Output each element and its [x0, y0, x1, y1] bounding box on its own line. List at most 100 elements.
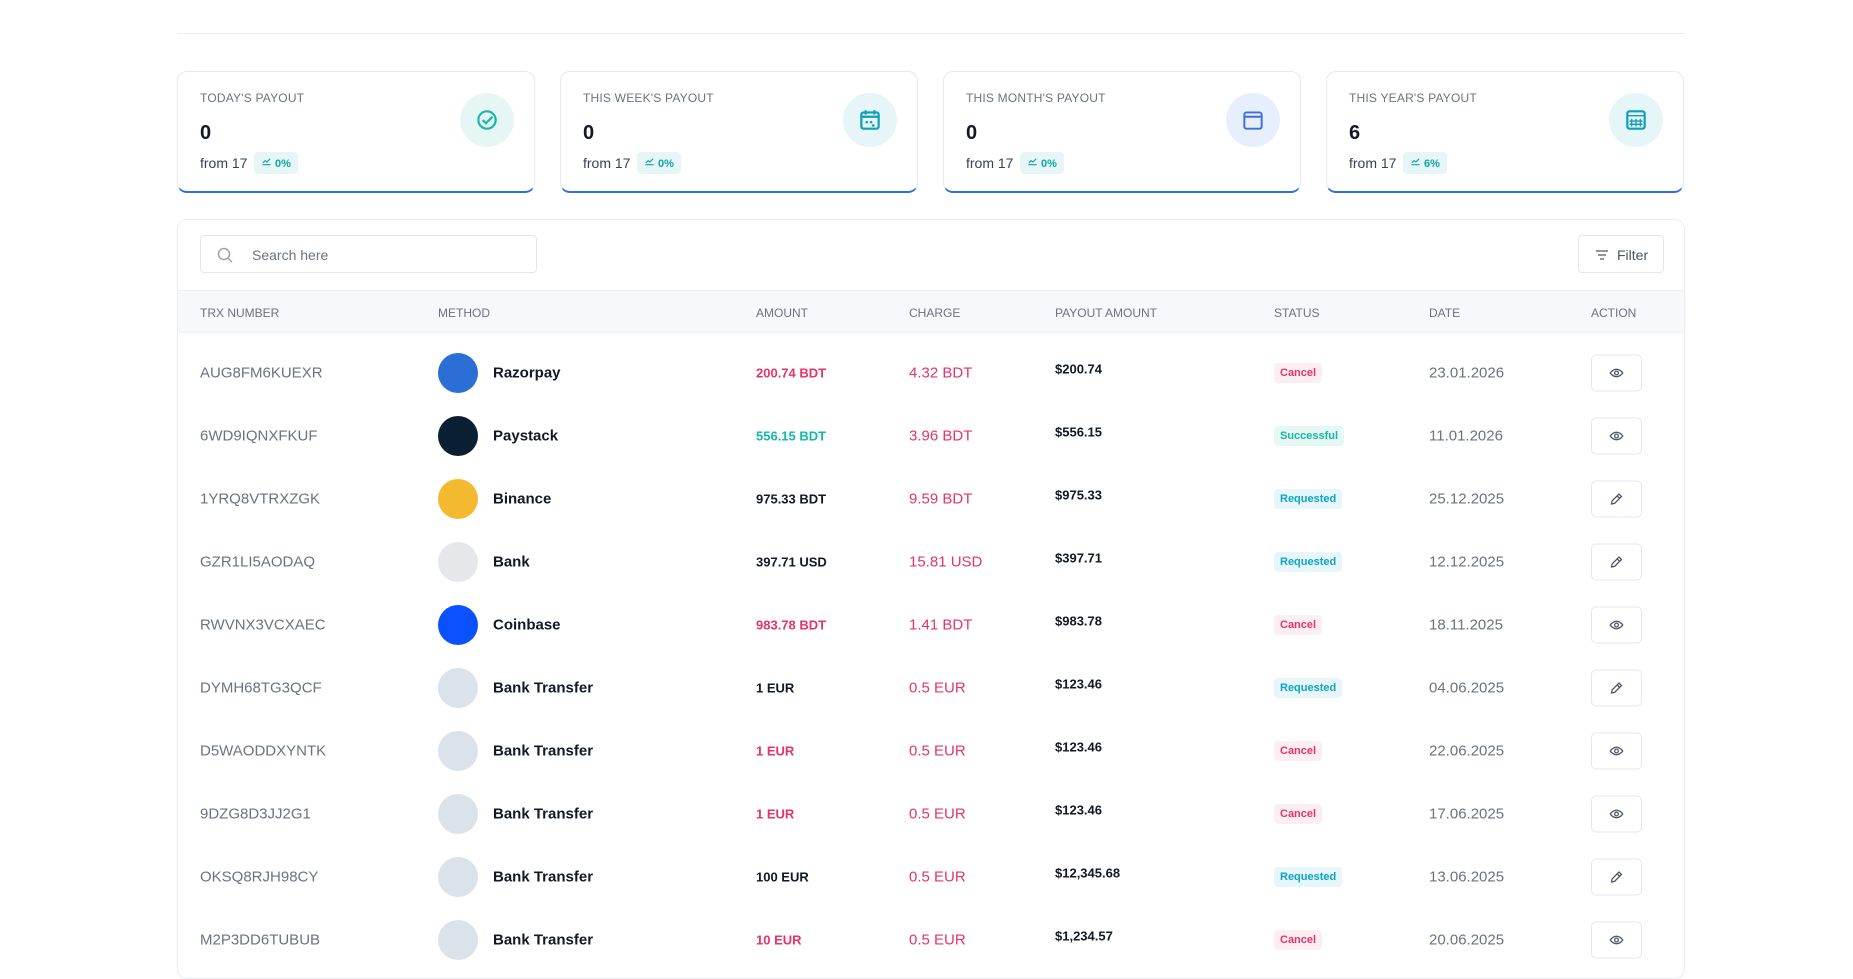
- method-logo: [438, 353, 478, 393]
- payout-amount: $123.46: [1055, 676, 1102, 692]
- action-button[interactable]: [1591, 858, 1642, 896]
- method-logo: [438, 731, 478, 771]
- card-icon-glyph: [1243, 111, 1263, 130]
- charge: 9.59 BDT: [909, 490, 973, 508]
- card-label: THIS WEEK'S PAYOUT: [583, 91, 714, 105]
- trx-number: GZR1LI5AODAQ: [200, 553, 316, 571]
- trend-icon: [1028, 158, 1037, 166]
- trend-icon: [262, 158, 271, 166]
- method-name: Bank Transfer: [493, 679, 594, 697]
- amount: 983.78 BDT: [756, 617, 827, 633]
- date: 25.12.2025: [1429, 490, 1505, 508]
- status-badge: Requested: [1274, 552, 1343, 572]
- method-logo: [438, 605, 478, 645]
- date: 20.06.2025: [1429, 931, 1505, 949]
- charge: 0.5 EUR: [909, 679, 966, 697]
- trx-number: 9DZG8D3JJ2G1: [200, 805, 311, 823]
- stat-card: TODAY'S PAYOUT 0 from 17 0%: [177, 71, 535, 193]
- method-name: Paystack: [493, 427, 559, 445]
- card-icon: [1226, 93, 1280, 147]
- column-header: DATE: [1429, 306, 1461, 320]
- method-logo: [438, 668, 478, 708]
- status-badge: Cancel: [1274, 363, 1323, 383]
- action-icon: [1609, 809, 1624, 819]
- action-button[interactable]: [1591, 480, 1642, 518]
- action-button[interactable]: [1591, 417, 1642, 455]
- filter-icon: [1596, 250, 1608, 260]
- action-icon: [1609, 746, 1624, 756]
- action-icon: [1609, 368, 1624, 378]
- stat-card: THIS YEAR'S PAYOUT 6 from 17 6%: [1326, 71, 1684, 193]
- status-badge: Cancel: [1274, 804, 1323, 824]
- action-icon: [1609, 620, 1624, 630]
- filter-button[interactable]: Filter: [1578, 235, 1664, 273]
- card-label: THIS MONTH'S PAYOUT: [966, 91, 1106, 105]
- table-panel: [177, 219, 1685, 979]
- date: 04.06.2025: [1429, 679, 1505, 697]
- method-logo: [438, 920, 478, 960]
- column-header: METHOD: [438, 306, 490, 320]
- amount: 1 EUR: [756, 743, 795, 759]
- payout-page: Search here Filter TODAY'S PAYOUT 0 from 1…: [177, 33, 1685, 979]
- action-button[interactable]: [1591, 606, 1642, 644]
- action-button[interactable]: [1591, 354, 1642, 392]
- method-name: Bank: [493, 553, 530, 571]
- method-logo: [438, 857, 478, 897]
- column-header: AMOUNT: [756, 306, 808, 320]
- payout-amount: $556.15: [1055, 424, 1102, 440]
- search-input[interactable]: Search here: [200, 235, 537, 273]
- card-label: TODAY'S PAYOUT: [200, 91, 305, 105]
- status-badge: Requested: [1274, 867, 1343, 887]
- amount: 10 EUR: [756, 932, 802, 948]
- amount: 200.74 BDT: [756, 365, 827, 381]
- card-change-value: 0%: [275, 158, 291, 170]
- status-badge: Cancel: [1274, 615, 1323, 635]
- trx-number: RWVNX3VCXAEC: [200, 616, 326, 634]
- trend-icon: [1411, 158, 1420, 166]
- card-icon-glyph: [1626, 110, 1646, 130]
- payout-amount: $123.46: [1055, 739, 1102, 755]
- status-badge: Cancel: [1274, 741, 1323, 761]
- method-logo: [438, 479, 478, 519]
- amount: 100 EUR: [756, 869, 809, 885]
- column-header: PAYOUT AMOUNT: [1055, 306, 1158, 320]
- trx-number: DYMH68TG3QCF: [200, 679, 322, 697]
- card-from: from 17: [583, 155, 631, 171]
- payout-amount: $1,234.57: [1055, 928, 1113, 944]
- action-button[interactable]: [1591, 732, 1642, 770]
- method-name: Bank Transfer: [493, 742, 594, 760]
- card-value: 6: [1349, 122, 1361, 144]
- charge: 0.5 EUR: [909, 931, 966, 949]
- card-icon: [460, 93, 514, 147]
- card-change: 0%: [1020, 152, 1064, 174]
- table-header: [178, 290, 1684, 333]
- trx-number: 1YRQ8VTRXZGK: [200, 490, 321, 508]
- status-badge: Cancel: [1274, 930, 1323, 950]
- column-header: STATUS: [1274, 306, 1320, 320]
- method-name: Bank Transfer: [493, 931, 594, 949]
- method-name: Bank Transfer: [493, 805, 594, 823]
- amount: 556.15 BDT: [756, 428, 827, 444]
- payout-amount: $12,345.68: [1055, 865, 1121, 881]
- payout-amount: $200.74: [1055, 361, 1102, 377]
- status-badge: Requested: [1274, 678, 1343, 698]
- date: 11.01.2026: [1429, 427, 1503, 445]
- stat-card: THIS MONTH'S PAYOUT 0 from 17 0%: [943, 71, 1301, 193]
- trx-number: OKSQ8RJH98CY: [200, 868, 319, 886]
- card-value: 0: [583, 122, 595, 144]
- charge: 0.5 EUR: [909, 868, 966, 886]
- trx-number: M2P3DD6TUBUB: [200, 931, 321, 949]
- date: 22.06.2025: [1429, 742, 1505, 760]
- action-button[interactable]: [1591, 543, 1642, 581]
- action-icon: [1610, 871, 1623, 883]
- trend-icon: [645, 158, 654, 166]
- method-name: Razorpay: [493, 364, 561, 382]
- action-button[interactable]: [1591, 795, 1642, 833]
- action-button[interactable]: [1591, 669, 1642, 707]
- amount: 397.71 USD: [756, 554, 827, 570]
- card-value: 0: [966, 122, 978, 144]
- action-icon: [1610, 682, 1623, 694]
- method-logo: [438, 542, 478, 582]
- action-button[interactable]: [1591, 921, 1642, 959]
- charge: 0.5 EUR: [909, 742, 966, 760]
